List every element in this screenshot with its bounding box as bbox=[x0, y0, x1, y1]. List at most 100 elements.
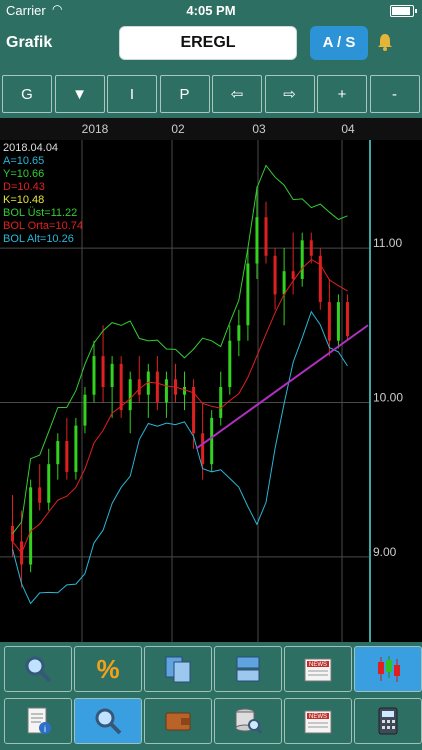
candle-body bbox=[282, 271, 286, 295]
bottom-toolbar-2: i NEWS bbox=[0, 698, 422, 746]
candle-body bbox=[300, 240, 304, 279]
copy-documents-button[interactable] bbox=[144, 646, 212, 692]
status-bar: Carrier ◠ 4:05 PM bbox=[0, 0, 422, 22]
wifi-icon: ◠ bbox=[52, 2, 63, 16]
candle-body bbox=[201, 433, 205, 465]
candle-body bbox=[273, 255, 277, 295]
x-tick-label: 2018 bbox=[82, 122, 109, 136]
x-axis-band bbox=[0, 118, 422, 140]
bell-icon[interactable] bbox=[376, 32, 394, 52]
y-tick-label: 9.00 bbox=[373, 545, 397, 559]
x-tick-label: 02 bbox=[171, 122, 185, 136]
svg-text:i: i bbox=[44, 724, 46, 734]
y-tick-label: 11.00 bbox=[373, 236, 402, 250]
x-tick-label: 03 bbox=[252, 122, 266, 136]
news-icon: NEWS bbox=[303, 706, 333, 736]
candle-body bbox=[110, 363, 114, 387]
document-info-button[interactable]: i bbox=[4, 698, 72, 744]
candle-body bbox=[56, 441, 60, 465]
legend-a: A=10.65 bbox=[3, 155, 45, 167]
candle-body bbox=[92, 356, 96, 395]
bollinger-middle-line bbox=[12, 258, 348, 554]
clock: 4:05 PM bbox=[186, 3, 236, 18]
svg-text:NEWS: NEWS bbox=[309, 714, 327, 720]
wallet-icon bbox=[163, 706, 193, 736]
candle-body bbox=[65, 441, 69, 472]
calculator-button[interactable] bbox=[354, 698, 422, 744]
legend-bol-alt: BOL Alt=10.26 bbox=[3, 233, 74, 245]
bollinger-lower-line bbox=[12, 310, 348, 605]
bollinger-upper-line bbox=[12, 164, 348, 535]
battery-icon bbox=[390, 5, 417, 17]
toolbar-button-p[interactable]: P bbox=[159, 75, 210, 113]
candle-body bbox=[119, 363, 123, 411]
search-button[interactable] bbox=[74, 698, 142, 744]
legend-bol-orta: BOL Orta=10.74 bbox=[3, 220, 84, 232]
symbol-field[interactable]: EREGL bbox=[119, 26, 297, 60]
legend-k: K=10.48 bbox=[3, 194, 45, 206]
chart-canvas[interactable]: 2018 02 03 04 11.00 10.00 9.00 bbox=[0, 118, 422, 642]
candle-body bbox=[264, 217, 268, 256]
candle-body bbox=[47, 464, 51, 503]
calculator-icon bbox=[373, 706, 403, 736]
y-tick-label: 10.00 bbox=[373, 390, 403, 404]
candle-body bbox=[183, 387, 187, 395]
candle-body bbox=[309, 240, 313, 256]
wallet-button[interactable] bbox=[144, 698, 212, 744]
page-title: Grafik bbox=[6, 34, 53, 51]
chart-legend: 2018.04.04 A=10.65 Y=10.66 D=10.43 K=10.… bbox=[3, 142, 83, 246]
x-tick-label: 04 bbox=[341, 122, 355, 136]
candle-body bbox=[192, 387, 196, 434]
bottom-toolbar-1: % NEWS bbox=[0, 646, 422, 694]
candle-body bbox=[210, 417, 214, 465]
candle-body bbox=[128, 379, 132, 411]
toolbar-button-i[interactable]: I bbox=[107, 75, 157, 113]
database-search-icon bbox=[233, 706, 263, 736]
candle-body bbox=[255, 217, 259, 264]
candle-body bbox=[137, 379, 141, 395]
candlestick-chart-button[interactable] bbox=[354, 646, 422, 692]
candle-body bbox=[29, 487, 33, 565]
candle-body bbox=[155, 371, 159, 403]
news-button[interactable]: NEWS bbox=[284, 646, 352, 692]
candle-body bbox=[219, 387, 223, 418]
candle-body bbox=[146, 371, 150, 395]
candle-body bbox=[38, 487, 42, 503]
toolbar-button-down-arrow[interactable]: ▼ bbox=[54, 75, 105, 113]
candle-body bbox=[74, 425, 78, 472]
candle-body bbox=[345, 302, 349, 337]
price-chart[interactable]: 2018 02 03 04 11.00 10.00 9.00 2018.04.04 A=10… bbox=[0, 118, 422, 642]
legend-bol-ust: BOL Üst=11.22 bbox=[3, 207, 78, 219]
carrier-label: Carrier bbox=[6, 3, 46, 18]
copy-documents-icon bbox=[163, 654, 193, 684]
buy-sell-button[interactable]: A / S bbox=[310, 26, 368, 60]
database-search-button[interactable] bbox=[214, 698, 282, 744]
toolbar-button-zoom-in[interactable]: + bbox=[317, 75, 367, 113]
news-icon: NEWS bbox=[303, 654, 333, 684]
legend-y: Y=10.66 bbox=[3, 168, 45, 180]
candle-body bbox=[164, 379, 168, 403]
candle-body bbox=[291, 271, 295, 279]
candle-body bbox=[237, 325, 241, 341]
search-icon bbox=[23, 654, 53, 684]
compare-icon bbox=[233, 654, 263, 684]
news-button[interactable]: NEWS bbox=[284, 698, 352, 744]
candle-body bbox=[246, 263, 250, 326]
toolbar-button-g[interactable]: G bbox=[2, 75, 52, 113]
legend-d: D=10.43 bbox=[3, 181, 45, 193]
toolbar-button-zoom-out[interactable]: - bbox=[369, 75, 420, 113]
percent-icon: % bbox=[96, 654, 120, 684]
document-info-icon: i bbox=[23, 706, 53, 736]
legend-date: 2018.04.04 bbox=[3, 142, 59, 154]
percent-button[interactable]: % bbox=[74, 646, 142, 692]
compare-button[interactable] bbox=[214, 646, 282, 692]
svg-text:NEWS: NEWS bbox=[309, 662, 327, 668]
candlestick-chart-icon bbox=[373, 654, 403, 684]
toolbar-button-left-arrow[interactable]: ⇦ bbox=[212, 75, 262, 113]
trend-line bbox=[195, 324, 369, 450]
nav-bar: Grafik EREGL A / S bbox=[0, 22, 422, 66]
candle-body bbox=[318, 255, 322, 303]
search-button[interactable] bbox=[4, 646, 72, 692]
search-icon bbox=[93, 706, 123, 736]
toolbar-button-right-arrow[interactable]: ⇨ bbox=[264, 75, 315, 113]
